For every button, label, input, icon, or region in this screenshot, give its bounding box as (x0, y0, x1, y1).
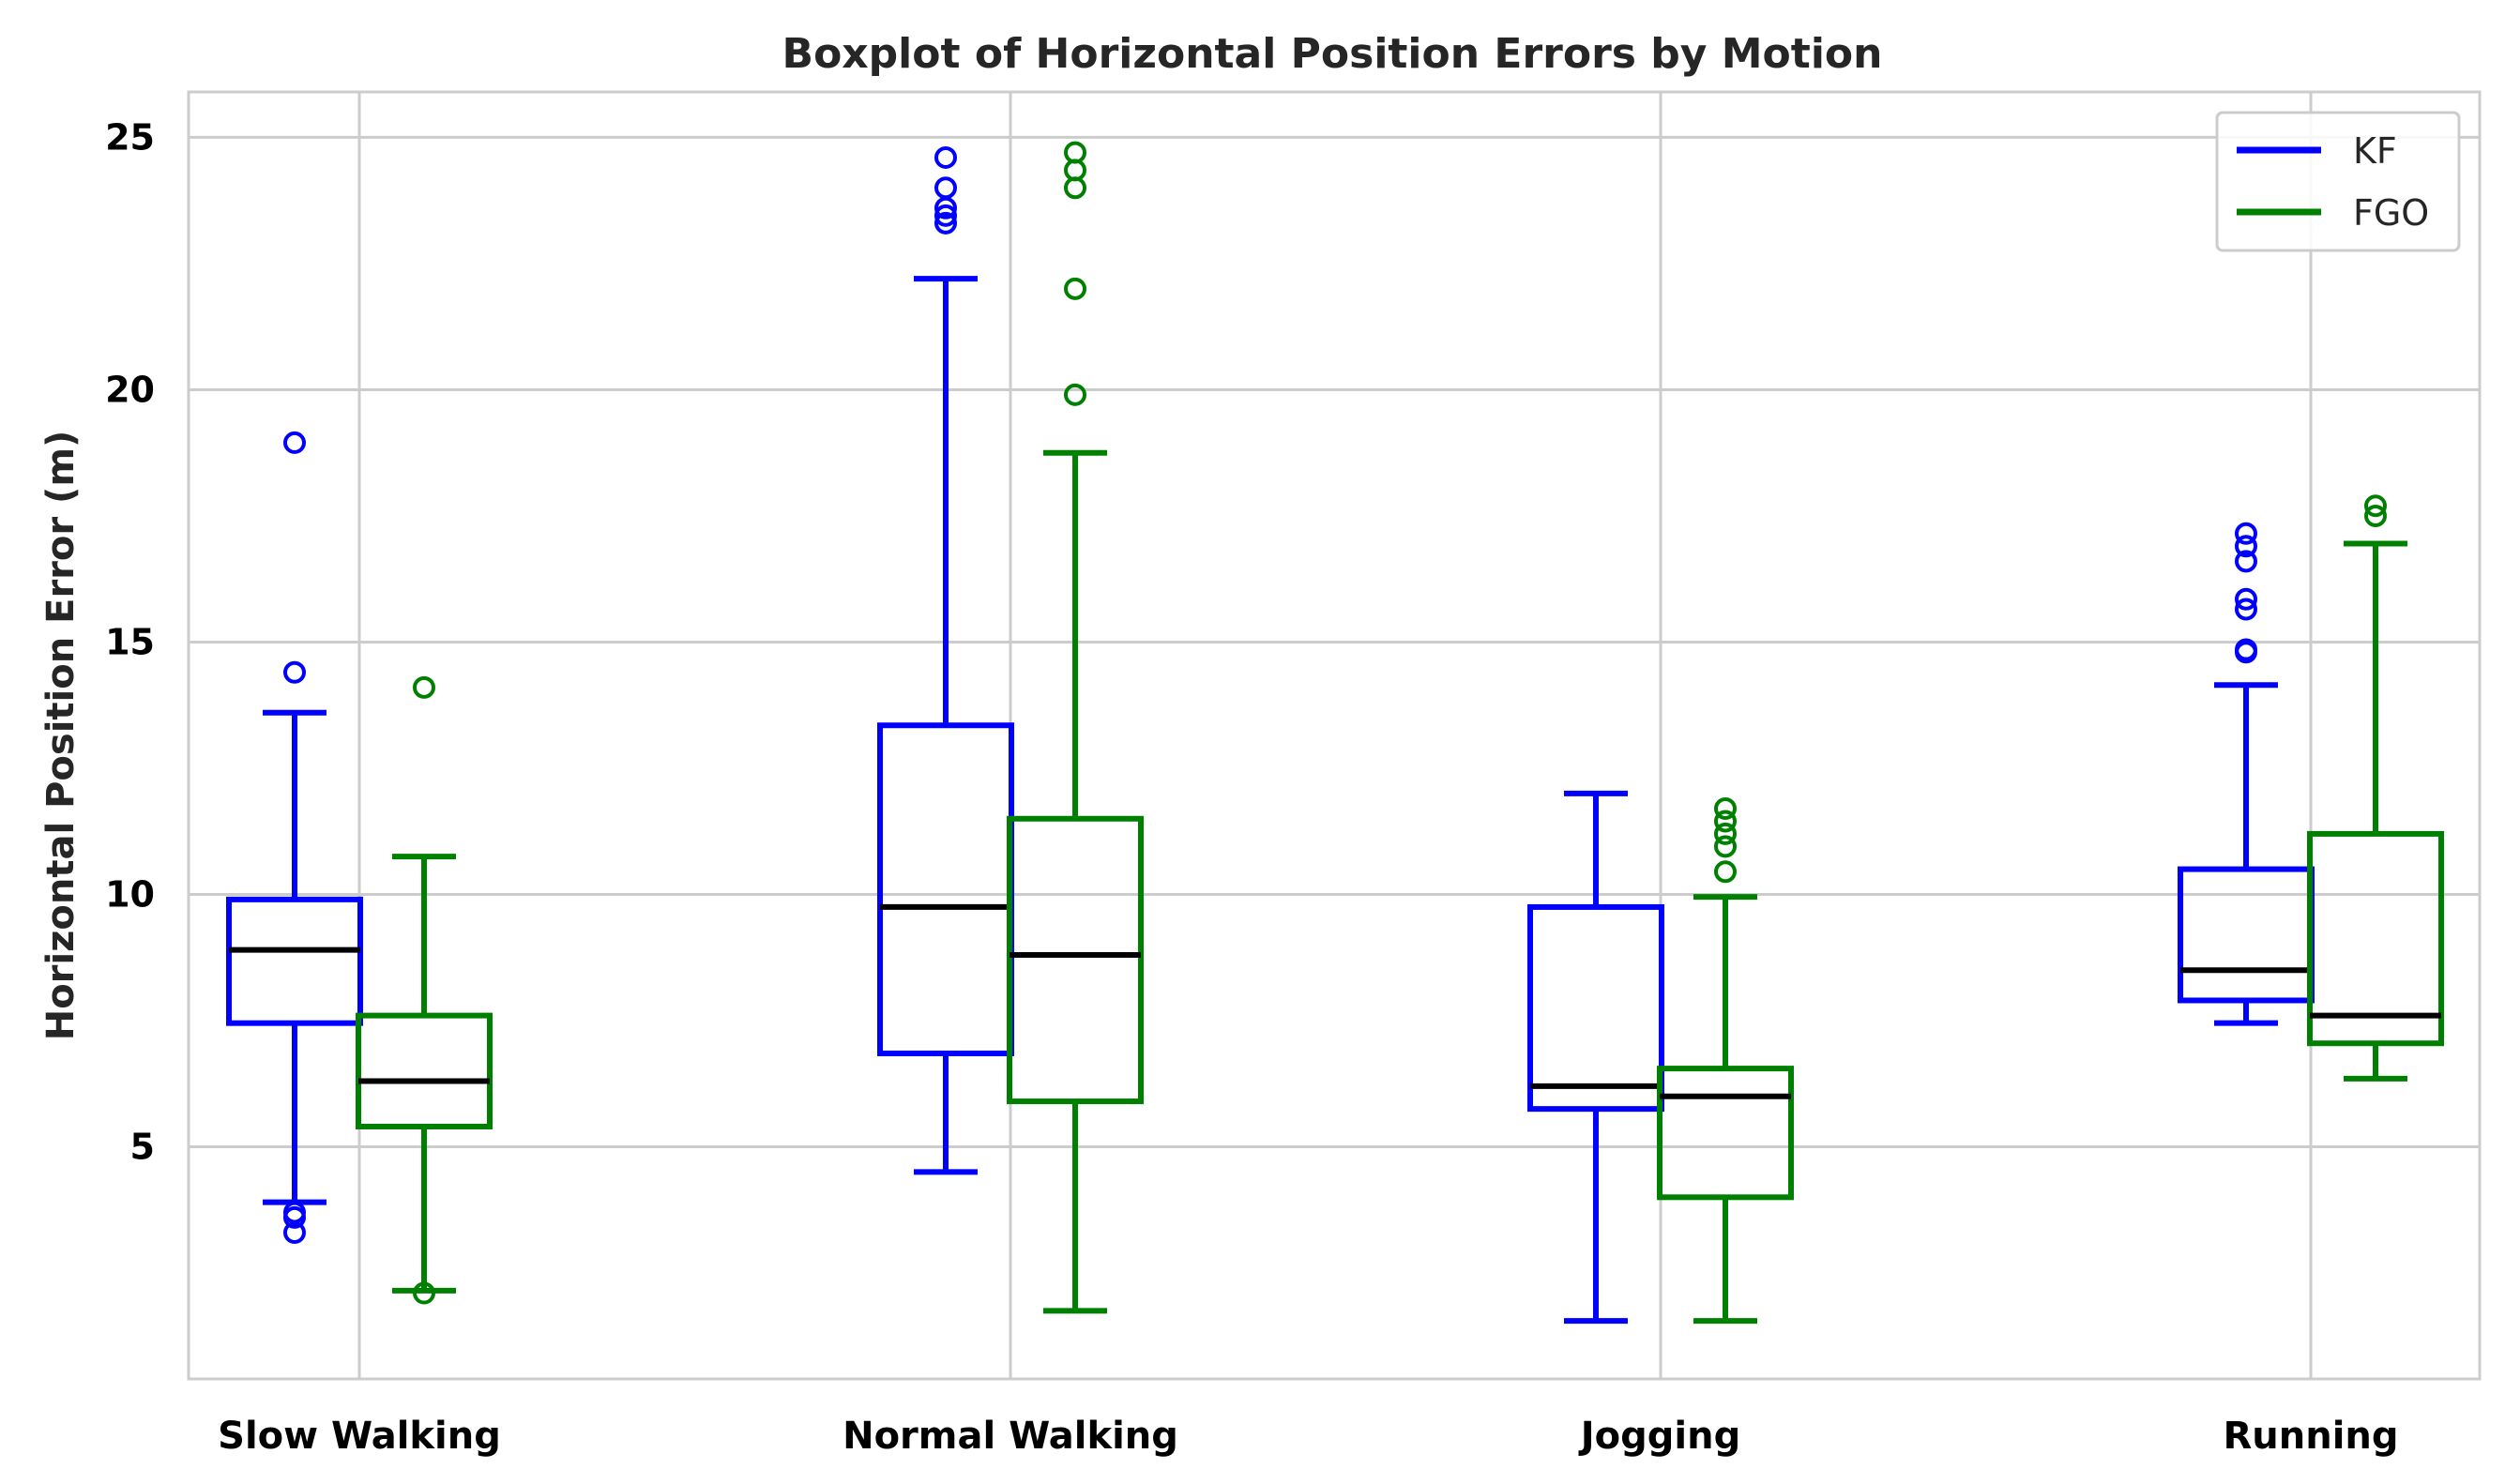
box-fgo (2307, 494, 2444, 1082)
box-fgo (1657, 797, 1794, 1325)
outlier-point (2364, 504, 2387, 527)
outlier-point (2364, 494, 2387, 518)
y-tick-label: 15 (105, 621, 155, 662)
outlier-point (283, 1201, 306, 1224)
y-tick-label: 5 (130, 1127, 155, 1168)
x-tick-label: Jogging (1578, 1415, 1740, 1458)
box-groups (226, 141, 2444, 1325)
y-axis-ticks: 5 10 15 20 25 (105, 116, 155, 1167)
outlier-point (2235, 598, 2257, 621)
y-tick-label: 10 (105, 873, 155, 915)
y-tick-label: 20 (105, 369, 155, 410)
gridlines (189, 92, 2480, 1379)
iqr-box (2307, 830, 2444, 1047)
legend-label-fgo: FGO (2353, 192, 2429, 234)
box-fgo (1007, 141, 1144, 1314)
x-tick-label: Slow Walking (218, 1415, 501, 1458)
outlier-point (1714, 860, 1737, 884)
outlier-point (1714, 835, 1737, 858)
box-kf (1527, 790, 1664, 1325)
outlier-point (2235, 535, 2257, 558)
outlier-point (413, 675, 435, 699)
chart-title: Boxplot of Horizontal Position Errors by… (782, 30, 1883, 78)
x-tick-label: Normal Walking (843, 1415, 1178, 1458)
outlier-point (2235, 638, 2257, 661)
iqr-box (2178, 866, 2315, 1004)
box-fgo (356, 675, 493, 1305)
box-kf (226, 431, 363, 1244)
outlier-point (283, 431, 306, 454)
outlier-point (934, 176, 957, 200)
outlier-point (934, 145, 957, 169)
outlier-point (1714, 797, 1737, 821)
iqr-box (356, 1012, 493, 1129)
outlier-point (1714, 822, 1737, 845)
plot-area-frame (187, 90, 2482, 1381)
outlier-point (1064, 141, 1086, 164)
outlier-point (2235, 522, 2257, 545)
iqr-box (1527, 903, 1664, 1113)
iqr-box (877, 722, 1014, 1056)
outlier-point (1064, 383, 1086, 406)
x-axis-ticks: Slow Walking Normal Walking Jogging Running (218, 1415, 2398, 1458)
x-tick-label: Running (2223, 1415, 2398, 1458)
outlier-point (1064, 277, 1086, 300)
box-kf (877, 145, 1014, 1175)
box-kf (2178, 522, 2315, 1026)
y-axis-label: Horizontal Position Error (m) (39, 431, 83, 1041)
iqr-box (226, 896, 363, 1026)
outlier-point (934, 211, 957, 235)
legend-label-kf: KF (2353, 130, 2397, 172)
outlier-point (283, 660, 306, 684)
outlier-point (1714, 810, 1737, 833)
iqr-box (1657, 1066, 1794, 1201)
y-tick-label: 25 (105, 116, 155, 158)
outlier-point (934, 204, 957, 227)
outlier-point (2235, 587, 2257, 611)
outlier-point (413, 1281, 435, 1305)
legend: KF FGO (2215, 111, 2461, 252)
iqr-box (1007, 815, 1144, 1105)
outlier-point (2235, 550, 2257, 573)
